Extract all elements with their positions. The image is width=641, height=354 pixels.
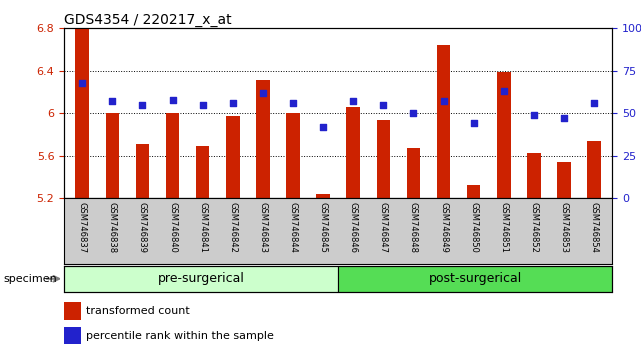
Text: GSM746850: GSM746850 xyxy=(469,201,478,252)
Point xyxy=(469,121,479,126)
Text: GSM746845: GSM746845 xyxy=(319,201,328,252)
Bar xyxy=(527,153,540,198)
Point xyxy=(559,115,569,121)
Bar xyxy=(64,327,81,344)
Text: GSM746844: GSM746844 xyxy=(288,201,297,252)
Bar xyxy=(76,29,89,198)
Text: GSM746842: GSM746842 xyxy=(228,201,237,252)
Bar xyxy=(136,144,149,198)
Bar xyxy=(587,141,601,198)
Text: post-surgerical: post-surgerical xyxy=(429,272,522,285)
Text: GSM746838: GSM746838 xyxy=(108,201,117,253)
Point xyxy=(438,98,449,104)
Text: GSM746841: GSM746841 xyxy=(198,201,207,252)
Bar xyxy=(316,194,330,198)
Point xyxy=(167,97,178,103)
Point xyxy=(499,88,509,94)
Point xyxy=(107,98,117,104)
Bar xyxy=(437,45,450,198)
Text: GDS4354 / 220217_x_at: GDS4354 / 220217_x_at xyxy=(64,13,232,27)
Text: GSM746848: GSM746848 xyxy=(409,201,418,252)
Point xyxy=(137,102,147,108)
Bar xyxy=(64,302,81,320)
Point xyxy=(589,100,599,106)
Point xyxy=(408,110,419,116)
Point xyxy=(258,90,268,96)
Text: GSM746847: GSM746847 xyxy=(379,201,388,252)
Point xyxy=(228,100,238,106)
Point xyxy=(378,102,388,108)
Text: transformed count: transformed count xyxy=(86,306,190,316)
Point xyxy=(197,102,208,108)
Bar xyxy=(338,266,612,292)
Bar xyxy=(106,113,119,198)
Bar xyxy=(557,162,570,198)
Bar xyxy=(376,120,390,198)
Bar xyxy=(467,185,480,198)
Text: GSM746837: GSM746837 xyxy=(78,201,87,253)
Bar xyxy=(166,113,179,198)
Text: GSM746840: GSM746840 xyxy=(168,201,177,252)
Bar xyxy=(256,80,270,198)
Text: GSM746849: GSM746849 xyxy=(439,201,448,252)
Text: GSM746851: GSM746851 xyxy=(499,201,508,252)
Point xyxy=(348,98,358,104)
Bar xyxy=(64,266,338,292)
Text: GSM746854: GSM746854 xyxy=(590,201,599,252)
Bar xyxy=(226,116,240,198)
Bar xyxy=(406,148,420,198)
Bar xyxy=(196,146,210,198)
Point xyxy=(529,112,539,118)
Bar xyxy=(286,113,300,198)
Text: GSM746853: GSM746853 xyxy=(560,201,569,252)
Text: GSM746846: GSM746846 xyxy=(349,201,358,252)
Bar xyxy=(497,72,510,198)
Text: pre-surgerical: pre-surgerical xyxy=(158,272,245,285)
Point xyxy=(318,124,328,130)
Point xyxy=(77,80,87,86)
Text: specimen: specimen xyxy=(3,274,57,284)
Text: percentile rank within the sample: percentile rank within the sample xyxy=(86,331,274,341)
Point xyxy=(288,100,298,106)
Bar xyxy=(346,107,360,198)
Text: GSM746852: GSM746852 xyxy=(529,201,538,252)
Text: GSM746843: GSM746843 xyxy=(258,201,267,252)
Text: GSM746839: GSM746839 xyxy=(138,201,147,252)
